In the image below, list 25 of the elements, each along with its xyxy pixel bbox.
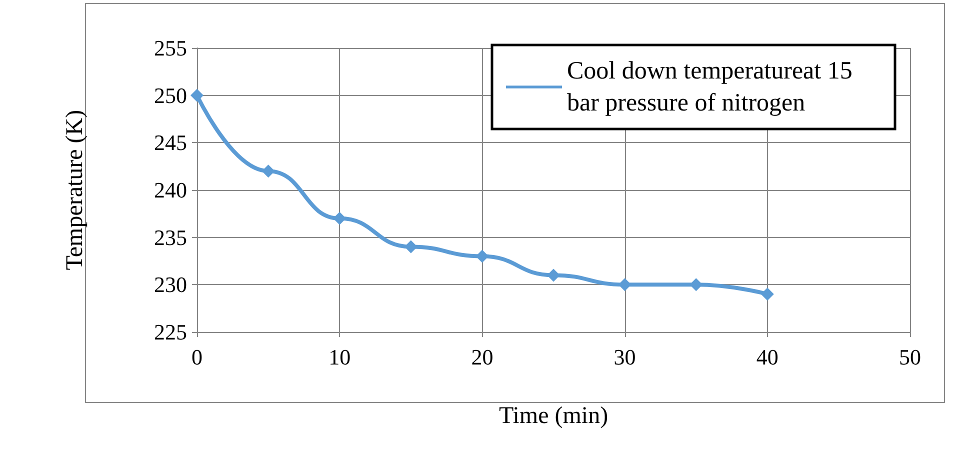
x-tick-label: 50 [899, 344, 921, 370]
y-tick-label: 240 [154, 178, 187, 202]
x-axis-title: Time (min) [498, 403, 608, 429]
point [476, 250, 489, 263]
point [547, 268, 560, 282]
x-tick-label: 0 [192, 344, 202, 370]
y-tick-label: 250 [154, 82, 187, 108]
x-tick-label: 10 [328, 344, 351, 370]
y-tick-label: 245 [154, 130, 187, 156]
point [190, 88, 204, 102]
point [404, 240, 418, 254]
y-tick-label: 255 [154, 36, 187, 60]
y-axis-title: Temperature (K) [62, 110, 88, 270]
point [333, 212, 346, 225]
point [760, 288, 774, 301]
x-tick-label: 30 [614, 344, 636, 370]
point [618, 278, 632, 292]
point [690, 278, 703, 292]
y-tick-label: 235 [154, 224, 187, 250]
y-tick-label: 230 [154, 272, 187, 298]
point [262, 164, 275, 178]
y-tick-label: 225 [154, 320, 187, 344]
legend-label: Cool down temperatureat 15 bar pressure of nitrogen [567, 58, 859, 116]
x-tick-label: 20 [471, 344, 494, 370]
x-tick-label: 40 [756, 344, 778, 370]
